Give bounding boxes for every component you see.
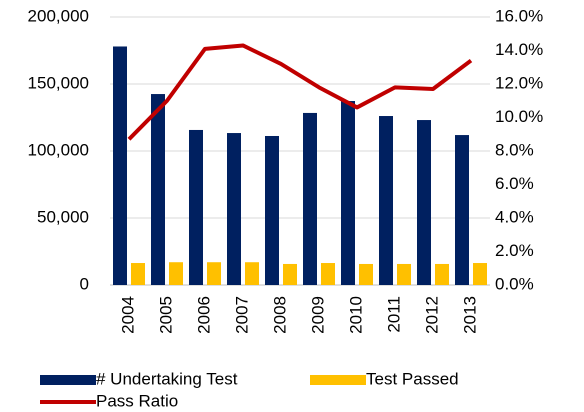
y-tick-label: 100,000	[28, 140, 89, 159]
legend-swatch	[40, 375, 96, 385]
bar	[397, 263, 411, 285]
bar	[417, 120, 431, 286]
y2-tick-label: 16.0%	[495, 6, 543, 25]
bar	[321, 263, 335, 285]
bar	[265, 135, 279, 285]
bar	[341, 101, 355, 285]
y2-tick-label: 12.0%	[495, 73, 543, 92]
y-tick-label: 50,000	[37, 207, 89, 226]
y2-tick-label: 6.0%	[495, 174, 534, 193]
x-tick-label: 2010	[346, 296, 365, 334]
legend-swatch	[310, 375, 366, 385]
y-tick-label: 0	[80, 274, 89, 293]
x-tick-label: 2005	[156, 296, 175, 334]
legend-label: Test Passed	[366, 369, 459, 388]
x-tick-label: 2013	[460, 296, 479, 334]
y-tick-label: 150,000	[28, 73, 89, 92]
y2-tick-label: 8.0%	[495, 140, 534, 159]
bar	[473, 263, 487, 285]
bar	[169, 262, 183, 285]
bar	[455, 135, 469, 285]
bar	[207, 262, 221, 285]
legend-label: # Undertaking Test	[96, 369, 238, 388]
y2-tick-label: 4.0%	[495, 207, 534, 226]
line	[127, 43, 473, 141]
x-tick-label: 2011	[384, 296, 403, 333]
bar	[131, 263, 145, 285]
bar	[245, 262, 259, 285]
bar	[283, 263, 297, 285]
x-tick-label: 2007	[232, 296, 251, 334]
y2-tick-label: 0.0%	[495, 274, 534, 293]
x-tick-label: 2008	[270, 296, 289, 334]
bar	[303, 112, 317, 285]
y2-tick-label: 14.0%	[495, 40, 543, 59]
bar	[435, 263, 449, 285]
legend-swatch	[40, 400, 96, 404]
x-tick-label: 2012	[422, 296, 441, 334]
x-tick-label: 2009	[308, 296, 327, 334]
y-tick-label: 200,000	[28, 6, 89, 25]
bar	[189, 129, 203, 285]
bar	[151, 94, 165, 285]
bar	[227, 133, 241, 285]
y2-tick-label: 2.0%	[495, 241, 534, 260]
bar	[379, 116, 393, 285]
bar	[113, 46, 127, 286]
x-tick-label: 2004	[118, 296, 137, 334]
legend-label: Pass Ratio	[96, 391, 178, 410]
x-tick-label: 2006	[194, 296, 213, 334]
bar	[359, 263, 373, 285]
y2-tick-label: 10.0%	[495, 107, 543, 126]
